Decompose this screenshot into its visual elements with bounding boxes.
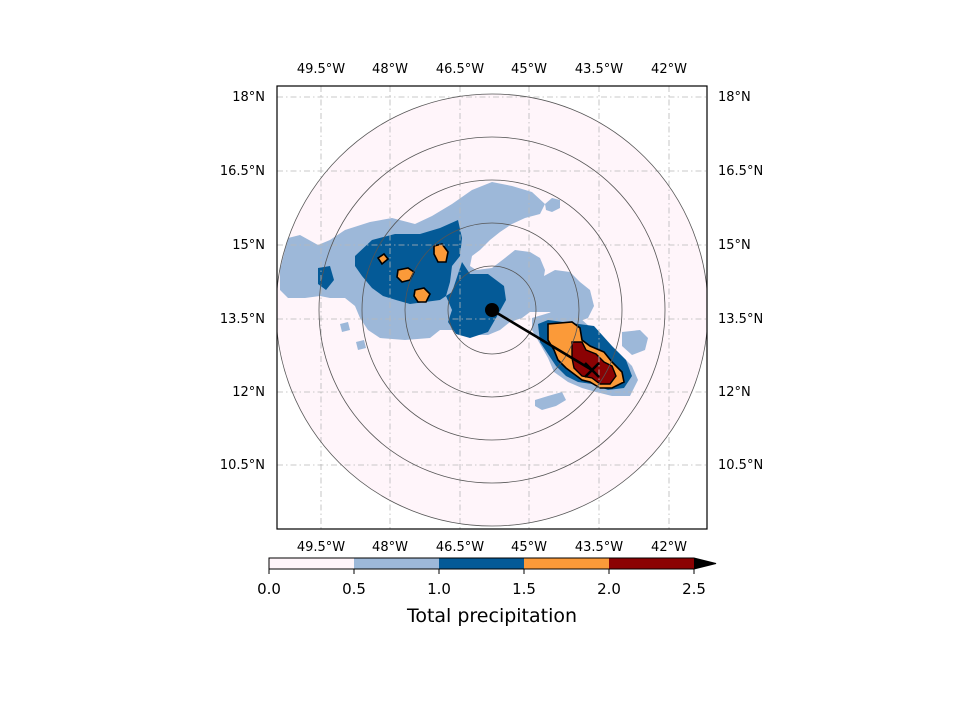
lon-label-bottom: 48°W <box>372 540 408 555</box>
lat-label-right: 12°N <box>718 385 751 400</box>
lat-label-left: 12°N <box>232 385 265 400</box>
colorbar: 0.0 0.5 1.0 1.5 2.0 2.5 Total precipitat… <box>257 558 716 627</box>
colorbar-label: Total precipitation <box>406 605 577 627</box>
colorbar-tick-labels: 0.0 0.5 1.0 1.5 2.0 2.5 <box>257 580 706 598</box>
colorbar-tick-label: 1.0 <box>427 580 451 598</box>
colorbar-bin <box>354 558 439 569</box>
lat-label-right: 18°N <box>718 90 751 105</box>
colorbar-tick-label: 0.0 <box>257 580 281 598</box>
lat-label-left: 18°N <box>232 90 265 105</box>
lat-label-right: 16.5°N <box>718 164 763 179</box>
lat-label-left: 15°N <box>232 238 265 253</box>
colorbar-tick-label: 0.5 <box>342 580 366 598</box>
lon-labels-bottom: 49.5°W 48°W 46.5°W 45°W 43.5°W 42°W <box>297 540 687 555</box>
colorbar-ticks <box>269 569 694 574</box>
lon-label-top: 48°W <box>372 62 408 77</box>
lat-label-right: 13.5°N <box>718 312 763 327</box>
colorbar-bin <box>609 558 694 569</box>
lon-label-top: 42°W <box>651 62 687 77</box>
storm-center-marker <box>485 303 499 317</box>
lon-label-top: 46.5°W <box>436 62 484 77</box>
lat-labels-left: 18°N 16.5°N 15°N 13.5°N 12°N 10.5°N <box>220 90 265 473</box>
lon-label-bottom: 49.5°W <box>297 540 345 555</box>
colorbar-bins <box>269 558 694 569</box>
lat-label-left: 13.5°N <box>220 312 265 327</box>
lon-label-bottom: 46.5°W <box>436 540 484 555</box>
colorbar-bin <box>524 558 609 569</box>
colorbar-tick-label: 1.5 <box>512 580 536 598</box>
lon-label-top: 45°W <box>511 62 547 77</box>
colorbar-bin <box>269 558 354 569</box>
lat-label-right: 10.5°N <box>718 458 763 473</box>
lat-label-right: 15°N <box>718 238 751 253</box>
colorbar-bin <box>439 558 524 569</box>
lat-label-left: 16.5°N <box>220 164 265 179</box>
colorbar-extend-arrow <box>694 558 716 569</box>
colorbar-tick-label: 2.5 <box>682 580 706 598</box>
lat-label-left: 10.5°N <box>220 458 265 473</box>
map-panel <box>276 86 708 529</box>
lon-label-bottom: 43.5°W <box>575 540 623 555</box>
lon-label-bottom: 42°W <box>651 540 687 555</box>
colorbar-tick-label: 2.0 <box>597 580 621 598</box>
lon-labels-top: 49.5°W 48°W 46.5°W 45°W 43.5°W 42°W <box>297 62 687 77</box>
lat-labels-right: 18°N 16.5°N 15°N 13.5°N 12°N 10.5°N <box>718 90 763 473</box>
lon-label-top: 43.5°W <box>575 62 623 77</box>
lon-label-top: 49.5°W <box>297 62 345 77</box>
lon-label-bottom: 45°W <box>511 540 547 555</box>
